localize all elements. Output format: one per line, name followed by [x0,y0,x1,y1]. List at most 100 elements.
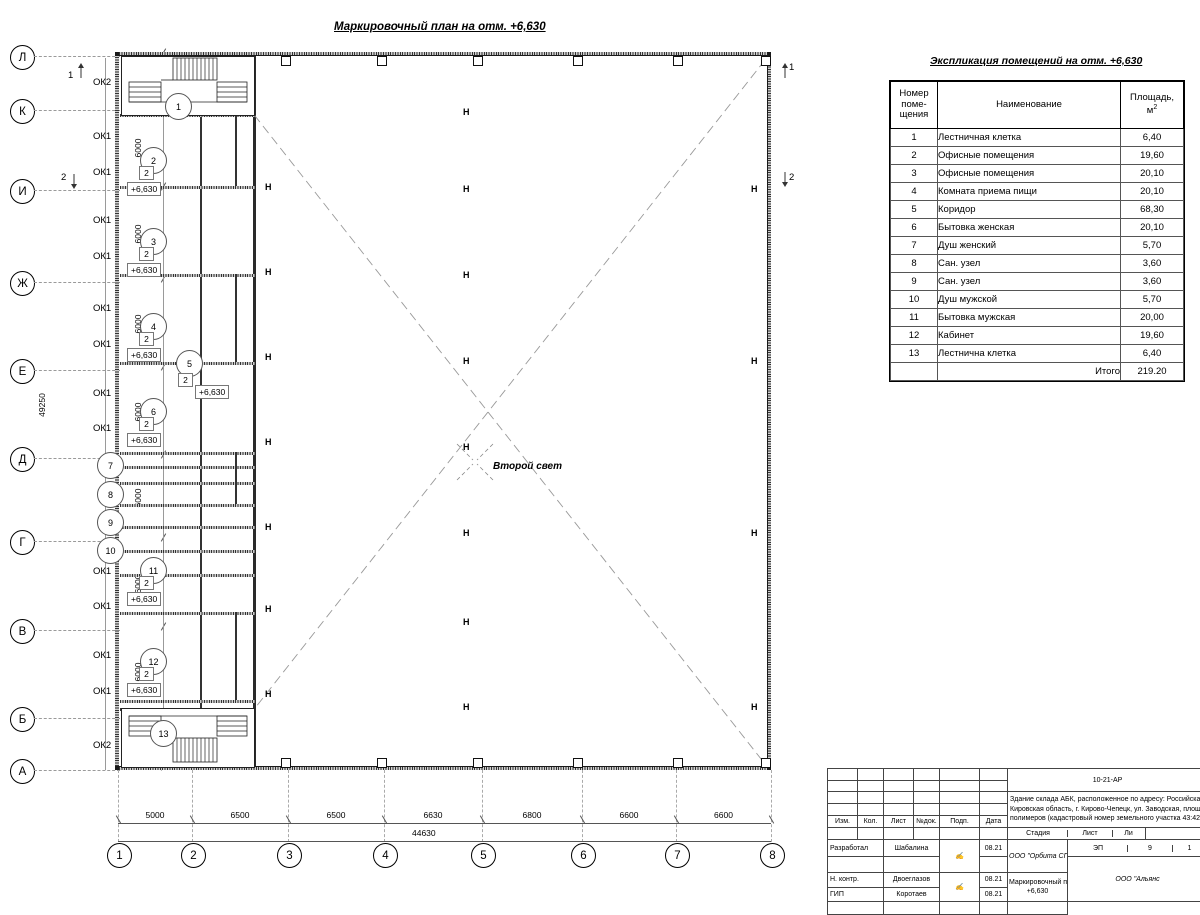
floor-type-tag: 2 [139,166,154,180]
cell-room-area: 3,60 [1121,255,1184,273]
partition-wall [120,550,255,553]
room-marker[interactable]: 10 [97,537,124,564]
horizontal-dim-line-2 [118,841,771,842]
stamp-grid-d4 [914,804,940,816]
stamp-doc-code: 10-21-АР [1008,769,1200,792]
exploded-table: Номер поме- щения Наименование Площадь, … [890,81,1184,381]
cell-room-name: Лестничная клетка [938,129,1121,147]
axis-bubble-3[interactable]: 3 [277,843,302,868]
axis-bubble-1[interactable]: 1 [107,843,132,868]
cell-room-number: 13 [891,345,938,363]
cell-room-number: 2 [891,147,938,165]
stamp-grid-b3 [884,780,914,792]
column-top [473,56,483,66]
cell-room-number: 11 [891,309,938,327]
room-marker-number: 4 [151,322,156,332]
axis-bubble-label: В [19,626,27,638]
axis-bubble-Е[interactable]: Е [10,359,35,384]
room-marker-number: 9 [108,518,113,528]
stamp-doc-name-line-1: Маркировочный план на отм. [1009,878,1066,887]
elevation-tag: +6,630 [127,433,161,447]
stamp-col-header-kol: Кол. [858,816,884,828]
cell-room-area: 20,10 [1121,219,1184,237]
room-marker[interactable]: 9 [97,509,124,536]
cell-room-name: Бытовка мужская [938,309,1121,327]
stamp-role-1: Н. контр. [828,873,884,888]
floor-type-value: 2 [144,419,149,429]
partition-wall-vertical [235,612,237,700]
stamp-grid-b6 [980,780,1008,792]
horizontal-dim-line-1 [118,823,771,824]
partition-wall-vertical [235,274,237,362]
axis-bubble-8[interactable]: 8 [760,843,785,868]
horizontal-dim-text: 6800 [510,810,554,820]
stamp-grid-f6 [980,828,1008,840]
axis-bubble-Б[interactable]: Б [10,707,35,732]
axis-bubble-Ж[interactable]: Ж [10,271,35,296]
axis-bubble-А[interactable]: А [10,759,35,784]
cell-room-number: 12 [891,327,938,345]
stamp-grid-f1 [828,828,858,840]
column-mark-H: Н [463,107,470,117]
cell-room-name: Офисные помещения [938,165,1121,183]
window-label-ок1: ОК1 [93,686,111,697]
axis-bubble-2[interactable]: 2 [181,843,206,868]
axis-bubble-Д[interactable]: Д [10,447,35,472]
room-marker[interactable]: 8 [97,481,124,508]
axis-bubble-К[interactable]: К [10,99,35,124]
axis-bubble-6[interactable]: 6 [571,843,596,868]
axis-leader-line [34,630,120,631]
axis-bubble-Г[interactable]: Г [10,530,35,555]
cell-room-name: Лестнична клетка [938,345,1121,363]
axis-leader-line [34,718,120,719]
room-marker[interactable]: 7 [97,452,124,479]
axis-bubble-5[interactable]: 5 [471,843,496,868]
column-bottom [473,758,483,768]
room-marker[interactable]: 13 [150,720,177,747]
stamp-grid-h6 [980,857,1008,873]
window-label-ок1: ОК1 [93,303,111,314]
room-marker-number: 3 [151,237,156,247]
stamp-grid-b5 [940,780,980,792]
room-marker-number: 5 [187,359,192,369]
stamp-grid-f3 [884,828,914,840]
table-row-total: Итого 219.20 [891,363,1184,381]
room-marker[interactable]: 1 [165,93,192,120]
table-footer: Итого 219.20 [891,363,1184,381]
axis-bubble-И[interactable]: И [10,179,35,204]
column-mark-H: Н [463,356,470,366]
section-arrow-2-left-icon [69,174,79,190]
cell-room-number: 5 [891,201,938,219]
axis-leader-line [288,770,289,842]
cell-room-number: 10 [891,291,938,309]
axis-bubble-label: Г [19,537,25,549]
axis-bubble-7[interactable]: 7 [665,843,690,868]
room-marker-number: 2 [151,156,156,166]
axis-bubble-label: Ж [17,278,28,290]
stamp-grid-a4 [914,769,940,781]
elevation-tag: +6,630 [127,348,161,362]
window-label-ок1: ОК1 [93,566,111,577]
column-mark-H: Н [265,182,272,192]
stamp-grid-c4 [914,792,940,804]
section-arrow-1-icon [780,62,790,78]
window-label-ок1: ОК1 [93,167,111,178]
axis-bubble-4[interactable]: 4 [373,843,398,868]
stamp-grid-k1 [828,902,884,915]
axis-bubble-Л[interactable]: Л [10,45,35,70]
room-marker-number: 8 [108,490,113,500]
axis-bubble-В[interactable]: В [10,619,35,644]
stamp-grid-d1 [828,804,858,816]
stamp-stage-header: Стадия [1009,830,1068,837]
column-mark-H: Н [463,270,470,280]
stamp-list-header: Лист [1068,830,1113,837]
stamp-grid-d3 [884,804,914,816]
section-arrow-1-left-icon [76,62,86,78]
